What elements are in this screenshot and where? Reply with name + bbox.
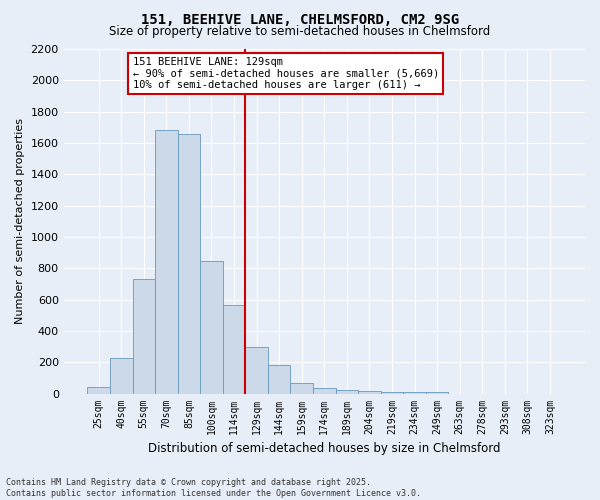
Bar (245, 348, 268, 394)
Text: 151, BEEHIVE LANE, CHELMSFORD, CM2 9SG: 151, BEEHIVE LANE, CHELMSFORD, CM2 9SG (141, 12, 459, 26)
Bar (223, 305, 245, 394)
Bar (290, 384, 313, 394)
Y-axis label: Number of semi-detached properties: Number of semi-detached properties (15, 118, 25, 324)
Bar (313, 388, 335, 394)
Bar (200, 261, 223, 394)
Bar (403, 392, 426, 394)
Text: Contains HM Land Registry data © Crown copyright and database right 2025.
Contai: Contains HM Land Registry data © Crown c… (6, 478, 421, 498)
Bar (88, 388, 110, 394)
Bar (358, 391, 381, 394)
Bar (268, 366, 290, 394)
Bar (335, 390, 358, 394)
Text: Size of property relative to semi-detached houses in Chelmsford: Size of property relative to semi-detach… (109, 25, 491, 38)
Bar (178, 134, 200, 394)
Bar (426, 392, 448, 394)
Bar (133, 279, 155, 394)
X-axis label: Distribution of semi-detached houses by size in Chelmsford: Distribution of semi-detached houses by … (148, 442, 500, 455)
Bar (110, 358, 133, 394)
Bar (381, 392, 403, 394)
Bar (155, 130, 178, 394)
Text: 151 BEEHIVE LANE: 129sqm
← 90% of semi-detached houses are smaller (5,669)
10% o: 151 BEEHIVE LANE: 129sqm ← 90% of semi-d… (133, 57, 439, 90)
